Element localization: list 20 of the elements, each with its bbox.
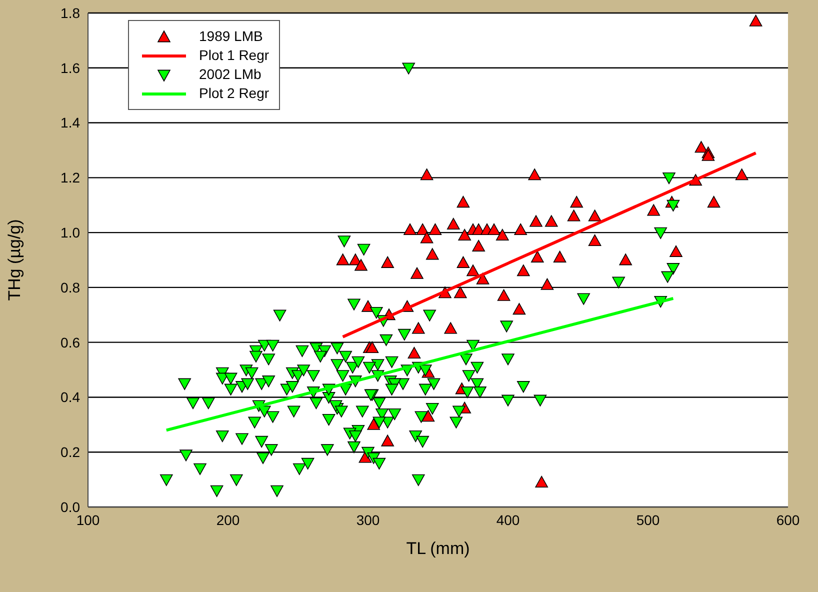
y-tick-label: 0.6 <box>60 334 80 350</box>
legend-label: 2002 LMb <box>199 65 262 84</box>
y-tick-label: 1.4 <box>60 114 80 131</box>
x-tick-label: 300 <box>356 512 380 528</box>
legend-label: Plot 2 Regr <box>199 84 270 103</box>
x-axis-title: TL (mm) <box>406 539 470 558</box>
y-tick-label: 1.8 <box>60 4 80 21</box>
y-tick-label: 0.8 <box>60 279 80 296</box>
y-axis-title: THg (µg/g) <box>5 219 24 301</box>
x-tick-label: 400 <box>496 512 520 528</box>
x-tick-label: 200 <box>216 512 240 528</box>
legend-label: Plot 1 Regr <box>199 46 270 65</box>
x-tick-label: 500 <box>636 512 660 528</box>
y-tick-label: 1.0 <box>60 224 80 241</box>
y-tick-label: 1.6 <box>60 60 80 76</box>
y-tick-label: 1.2 <box>60 170 80 186</box>
y-tick-label: 0.2 <box>60 444 80 460</box>
x-tick-label: 600 <box>776 512 800 528</box>
legend-label: 1989 LMB <box>199 27 263 46</box>
y-tick-label: 0.4 <box>60 389 80 406</box>
